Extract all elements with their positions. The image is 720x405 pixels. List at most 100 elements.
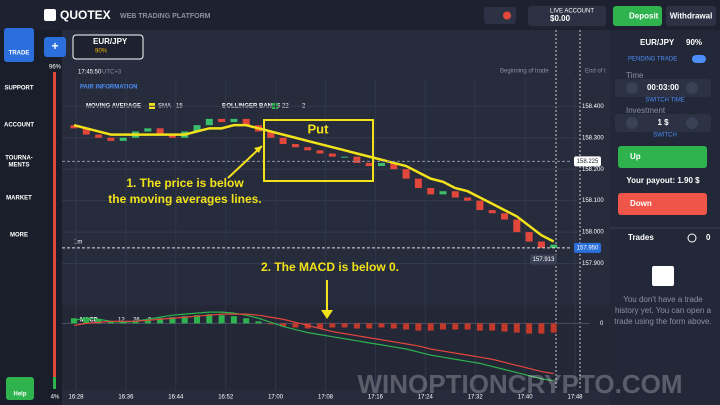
candle — [390, 162, 398, 170]
price-tick-label: 158.000 — [582, 230, 604, 236]
candle — [193, 125, 201, 132]
up-label: Up — [630, 152, 641, 161]
signal-line — [73, 313, 554, 375]
panel-payout: 90% — [686, 38, 702, 47]
candle — [82, 128, 90, 135]
minus-button[interactable] — [626, 117, 638, 129]
macd-bar — [230, 316, 237, 324]
macd-bar — [341, 323, 348, 328]
macd-bar — [427, 323, 434, 331]
logo-icon — [44, 9, 56, 21]
price-tick-label: 158.300 — [582, 135, 604, 141]
candle — [95, 134, 103, 138]
badge — [503, 11, 511, 20]
time-label: 17:32 — [468, 395, 484, 401]
withdrawal-button[interactable] — [666, 6, 716, 26]
sentiment-top: 96% — [49, 65, 62, 71]
up-button[interactable] — [618, 146, 707, 168]
candle — [304, 147, 312, 151]
down-label: Down — [630, 199, 652, 208]
trades-count: 0 — [706, 233, 711, 242]
macd-bar — [169, 317, 176, 324]
pending-label: PENDING TRADE — [628, 57, 677, 63]
payout: Your payout: 1.90 $ — [626, 176, 700, 185]
plus-icon: + — [51, 39, 58, 53]
investment-input[interactable] — [615, 114, 711, 132]
nav-label[interactable]: SUPPORT — [4, 86, 33, 92]
macd-bar — [526, 323, 533, 334]
asset-selector[interactable] — [72, 34, 144, 60]
nav-label[interactable]: MARKET — [6, 196, 32, 202]
account-box[interactable] — [528, 6, 606, 26]
help-button[interactable] — [6, 377, 34, 400]
macd-bar — [415, 323, 422, 331]
candle — [316, 150, 324, 154]
macd-bar — [157, 318, 164, 324]
nav-label[interactable]: ACCOUNT — [4, 123, 34, 129]
notifications[interactable] — [484, 7, 516, 24]
moving-average — [73, 123, 555, 243]
nav-label[interactable]: MENTS — [9, 163, 30, 169]
macd-bar — [243, 318, 250, 324]
candle — [439, 191, 447, 195]
time-label: 16:44 — [168, 395, 184, 401]
time-label: 17:00 — [268, 395, 284, 401]
add-chart[interactable] — [44, 37, 66, 57]
clock: 17:45:50 — [78, 70, 102, 76]
switch[interactable]: SWITCH — [653, 133, 677, 139]
macd-bar — [489, 323, 496, 331]
candle — [402, 169, 410, 179]
minus-button[interactable] — [626, 82, 638, 94]
plus-button[interactable] — [686, 117, 698, 129]
withdrawal-label: Withdrawal — [670, 12, 713, 21]
price-tag — [530, 254, 557, 265]
annotation-text: the moving averages lines. — [108, 192, 261, 206]
switch-time[interactable]: SWITCH TIME — [645, 98, 685, 104]
candle — [144, 128, 152, 132]
plus-button[interactable] — [686, 82, 698, 94]
arrowhead — [321, 310, 333, 319]
candle — [291, 144, 299, 148]
time-value: 00:03:00 — [647, 83, 680, 92]
nav-label[interactable]: MORE — [10, 233, 28, 239]
macd-bar — [181, 316, 188, 324]
pair-info[interactable]: PAIR INFORMATION — [80, 85, 137, 91]
price-tag-label: 157.913 — [533, 257, 555, 263]
candle — [427, 188, 435, 195]
asset-payout: 90% — [95, 49, 108, 55]
macd-label: MACD — [80, 318, 99, 324]
time-label: 16:52 — [218, 395, 234, 401]
clock-icon[interactable] — [687, 233, 697, 243]
trade-tab[interactable] — [4, 28, 34, 62]
sentiment-sell — [53, 72, 56, 377]
macd-bar — [366, 323, 373, 329]
candle — [537, 241, 545, 248]
macd-bar — [464, 323, 471, 330]
macd-bar — [538, 323, 545, 334]
deposit-button[interactable] — [613, 6, 662, 26]
time-input[interactable] — [615, 79, 711, 97]
candle — [70, 125, 78, 129]
macd-bar — [255, 321, 262, 324]
macd-bar — [267, 323, 274, 325]
macd-bar — [218, 315, 225, 324]
macd-bar — [501, 323, 508, 332]
macd-bar — [353, 323, 360, 329]
time-label: 17:48 — [567, 395, 583, 401]
macd-bar — [513, 323, 520, 333]
candle — [242, 118, 250, 126]
price-tick-label: 157.900 — [582, 261, 604, 267]
macd-bar — [317, 323, 323, 329]
timezone: UTC+3 — [102, 70, 122, 76]
macd-area — [62, 305, 610, 390]
nav-label[interactable]: TOURNA- — [5, 156, 33, 162]
timeframe[interactable]: 1m — [74, 240, 82, 246]
pending-toggle[interactable] — [692, 55, 706, 63]
candle — [218, 118, 226, 123]
candle — [230, 118, 238, 123]
macd-bar — [550, 323, 557, 333]
macd-bar — [440, 323, 446, 330]
down-button[interactable] — [618, 193, 707, 215]
deposit-label: Deposit — [629, 12, 659, 21]
trades-tab[interactable]: Trades — [628, 233, 654, 242]
